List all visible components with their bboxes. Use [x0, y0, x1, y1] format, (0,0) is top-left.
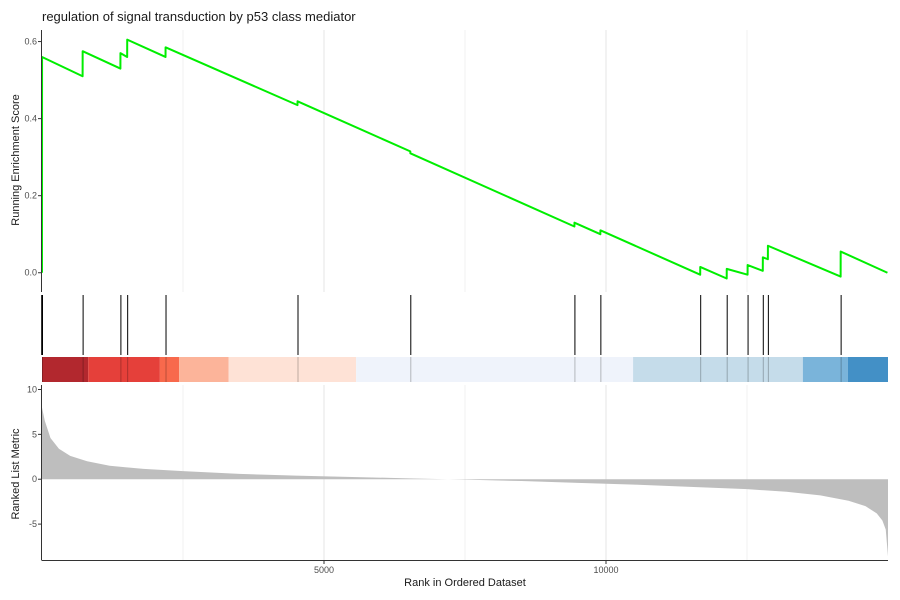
running-score-series: [41, 38, 888, 280]
y-tick-label-top: 0.6: [24, 37, 37, 47]
x-tick-label: 10000: [593, 565, 618, 575]
top-panel-grid: [182, 30, 748, 292]
chart-title: regulation of signal transduction by p53…: [42, 9, 356, 24]
x-tick-label: 5000: [314, 565, 334, 575]
y-tick-label-top: 0.2: [24, 191, 37, 201]
color-band: [42, 357, 89, 382]
axes: [38, 30, 888, 564]
y-tick-label-top: 0.0: [24, 268, 37, 278]
tick-labels: 0.0 0.2 0.4 0.6 -5 0 5 10 5000 10000: [24, 37, 618, 575]
color-band: [228, 357, 357, 382]
y-tick-label-bottom: 0: [32, 474, 37, 484]
bottom-panel-grid: [182, 385, 748, 560]
hit-ticks: [42, 295, 842, 382]
y-tick-label-bottom: 10: [27, 384, 37, 394]
color-band: [802, 357, 848, 382]
color-band: [356, 357, 634, 382]
y-axis-title-top: Running Enrichment Score: [10, 94, 22, 225]
x-axis-title: Rank in Ordered Dataset: [404, 577, 526, 589]
y-axis-title-bottom: Ranked List Metric: [10, 428, 22, 520]
color-band: [633, 357, 803, 382]
y-tick-label-top: 0.4: [24, 114, 37, 124]
color-band: [847, 357, 888, 382]
color-band: [88, 357, 160, 382]
ranked-metric-area: [42, 407, 888, 557]
color-band: [179, 357, 229, 382]
y-tick-label-bottom: 5: [32, 429, 37, 439]
color-band: [159, 357, 180, 382]
y-tick-label-bottom: -5: [29, 519, 37, 529]
ranked-metric-fill: [42, 407, 888, 557]
running-score-line: [41, 38, 888, 280]
color-bar: [42, 357, 888, 382]
